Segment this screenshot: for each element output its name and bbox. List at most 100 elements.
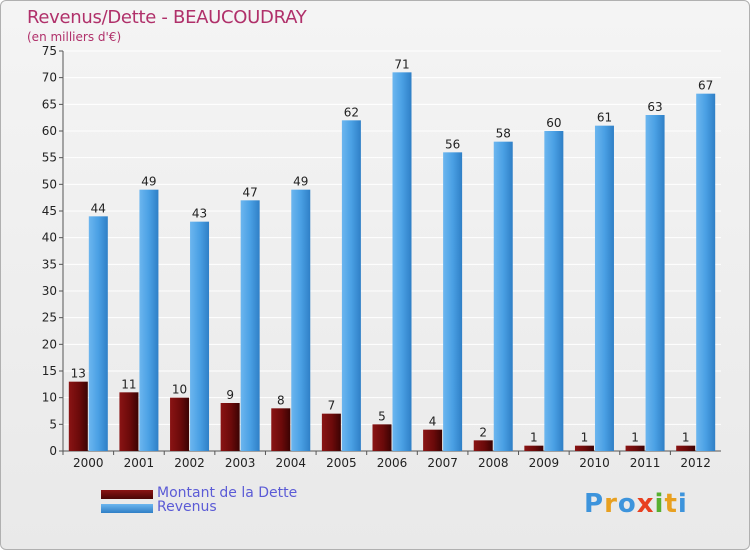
value-label-revenus: 47 — [243, 185, 258, 199]
y-tick-label: 5 — [49, 417, 57, 431]
bar-dette — [574, 445, 594, 451]
x-tick-label: 2000 — [73, 456, 104, 470]
value-label-revenus: 62 — [344, 105, 359, 119]
x-tick-label: 2009 — [529, 456, 560, 470]
bar-revenus — [341, 120, 361, 451]
bar-revenus — [544, 131, 564, 451]
logo-letter: t — [664, 489, 678, 519]
bar-dette — [271, 408, 291, 451]
chart-subtitle: (en milliers d'€) — [27, 30, 122, 44]
bar-dette — [119, 392, 139, 451]
x-tick-label: 2002 — [174, 456, 205, 470]
value-label-revenus: 60 — [546, 116, 561, 130]
chart-title: Revenus/Dette - BEAUCOUDRAY — [27, 7, 307, 28]
x-tick-label: 2004 — [275, 456, 306, 470]
value-label-revenus: 71 — [394, 57, 409, 71]
y-tick-label: 60 — [42, 124, 57, 138]
x-tick-label: 2003 — [225, 456, 256, 470]
bar-dette — [321, 413, 341, 451]
value-label-revenus: 63 — [647, 100, 662, 114]
y-tick-label: 40 — [42, 231, 57, 245]
bar-dette — [372, 424, 392, 451]
logo-letter: x — [636, 489, 655, 519]
value-label-revenus: 58 — [496, 127, 511, 141]
logo-letter: o — [617, 489, 637, 519]
logo-letter: i — [654, 489, 665, 519]
y-tick-label: 10 — [42, 391, 57, 405]
legend-label-dette: Montant de la Dette — [157, 485, 298, 501]
y-tick-label: 30 — [42, 284, 57, 298]
bars — [68, 72, 716, 452]
y-tick-label: 25 — [42, 311, 57, 325]
x-tick-label: 2005 — [326, 456, 357, 470]
value-label-dette: 13 — [71, 367, 86, 381]
value-label-dette: 1 — [631, 431, 639, 445]
x-tick-label: 2007 — [427, 456, 458, 470]
value-label-dette: 9 — [226, 388, 234, 402]
legend-label-revenus: Revenus — [157, 499, 217, 515]
value-label-dette: 1 — [530, 431, 538, 445]
logo-letter: r — [604, 489, 618, 519]
value-label-dette: 7 — [328, 399, 336, 413]
value-label-dette: 1 — [682, 431, 690, 445]
x-tick-label: 2011 — [630, 456, 661, 470]
x-tick-label: 2001 — [124, 456, 155, 470]
value-label-dette: 4 — [429, 415, 437, 429]
bar-revenus — [291, 189, 311, 451]
y-tick-label: 45 — [42, 204, 57, 218]
logo-letter: P — [584, 489, 605, 519]
bar-revenus — [392, 72, 412, 451]
bar-dette — [473, 440, 493, 451]
x-tick-label: 2012 — [680, 456, 711, 470]
y-tick-label: 50 — [42, 177, 57, 191]
value-label-revenus: 67 — [698, 79, 713, 93]
value-label-revenus: 61 — [597, 111, 612, 125]
bar-revenus — [493, 141, 513, 451]
y-tick-label: 15 — [42, 364, 57, 378]
bar-revenus — [594, 125, 614, 452]
bar-dette — [676, 445, 696, 451]
bar-revenus — [645, 115, 665, 451]
bar-revenus — [139, 189, 159, 451]
value-label-dette: 8 — [277, 393, 285, 407]
value-labels: 13 44 11 49 10 43 9 47 8 49 7 62 5 71 4 56 2 58 1 60 1 61 1 63 1… — [71, 57, 714, 444]
y-tick-label: 0 — [49, 444, 57, 458]
bar-revenus — [443, 152, 463, 452]
bar-dette — [625, 445, 645, 451]
grid-lines — [63, 50, 721, 452]
y-tick-label: 20 — [42, 337, 57, 351]
value-label-dette: 5 — [378, 409, 386, 423]
value-label-revenus: 49 — [293, 175, 308, 189]
bar-dette — [68, 381, 88, 451]
y-tick-label: 35 — [42, 257, 57, 271]
value-label-revenus: 43 — [192, 207, 207, 221]
bar-revenus — [88, 216, 108, 451]
y-tick-label: 55 — [42, 151, 57, 165]
bar-dette — [423, 429, 443, 451]
y-tick-label: 70 — [42, 71, 57, 85]
value-label-revenus: 49 — [141, 175, 156, 189]
x-tick-label: 2008 — [478, 456, 509, 470]
value-label-revenus: 44 — [91, 201, 106, 215]
bar-dette — [220, 403, 240, 451]
bar-revenus — [696, 93, 716, 452]
x-tick-label: 2006 — [377, 456, 408, 470]
y-tick-label: 75 — [42, 44, 57, 58]
bar-dette — [524, 445, 544, 451]
bar-revenus — [240, 200, 260, 451]
value-label-dette: 11 — [121, 377, 136, 391]
bar-revenus — [190, 221, 210, 451]
logo-letter: i — [677, 489, 688, 519]
proxiti-logo: Proxiti — [584, 489, 688, 519]
value-label-dette: 2 — [479, 425, 487, 439]
legend-swatch-revenus — [101, 504, 153, 513]
value-label-dette: 10 — [172, 383, 187, 397]
bar-dette — [170, 397, 190, 451]
x-tick-label: 2010 — [579, 456, 610, 470]
legend-swatch-dette — [101, 490, 153, 499]
value-label-revenus: 56 — [445, 137, 460, 151]
y-tick-label: 65 — [42, 97, 57, 111]
value-label-dette: 1 — [581, 431, 589, 445]
